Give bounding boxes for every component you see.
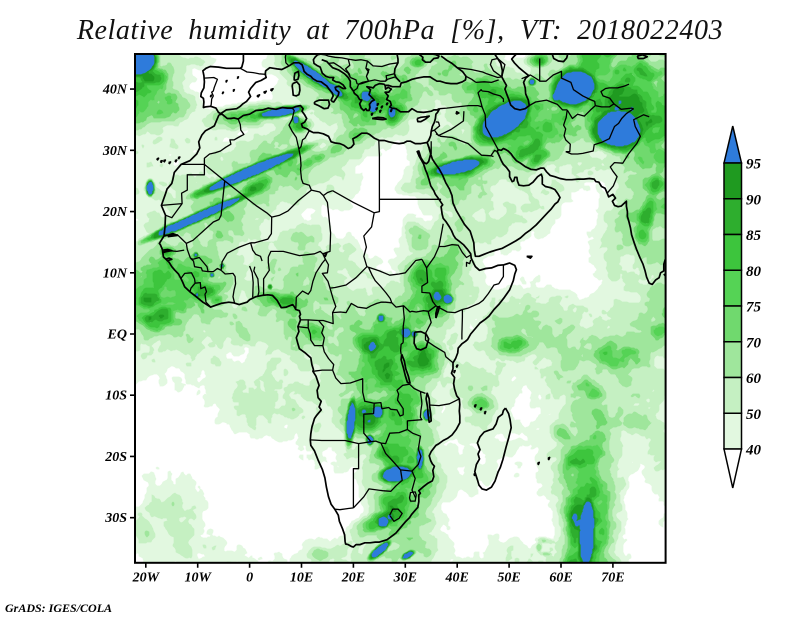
svg-text:Relative humidity at 700hPa [%: Relative humidity at 700hPa [%], VT: 201… <box>76 15 723 46</box>
svg-text:10E: 10E <box>290 570 313 585</box>
svg-text:30N: 30N <box>102 144 128 159</box>
svg-text:85: 85 <box>746 228 762 244</box>
svg-text:30S: 30S <box>104 511 127 526</box>
svg-text:50E: 50E <box>497 570 520 585</box>
svg-text:20E: 20E <box>341 570 365 585</box>
svg-text:70: 70 <box>746 335 762 351</box>
svg-text:70E: 70E <box>601 570 624 585</box>
svg-text:90: 90 <box>746 192 762 208</box>
svg-text:40: 40 <box>745 443 762 459</box>
svg-text:20S: 20S <box>104 450 127 465</box>
svg-text:0: 0 <box>246 570 253 585</box>
svg-text:30E: 30E <box>393 570 417 585</box>
svg-text:GrADS: IGES/COLA: GrADS: IGES/COLA <box>5 601 112 615</box>
svg-text:60E: 60E <box>549 570 572 585</box>
svg-text:EQ: EQ <box>107 328 127 343</box>
svg-text:10W: 10W <box>184 570 212 585</box>
svg-text:10N: 10N <box>103 266 128 281</box>
svg-text:80: 80 <box>746 264 762 280</box>
svg-text:60: 60 <box>746 371 762 387</box>
svg-text:40E: 40E <box>445 570 469 585</box>
svg-text:20W: 20W <box>132 570 161 585</box>
svg-text:50: 50 <box>746 407 762 423</box>
svg-text:75: 75 <box>746 300 762 316</box>
svg-text:40N: 40N <box>102 83 128 98</box>
svg-text:20N: 20N <box>102 205 128 220</box>
svg-text:95: 95 <box>746 157 762 173</box>
svg-text:10S: 10S <box>105 389 127 404</box>
